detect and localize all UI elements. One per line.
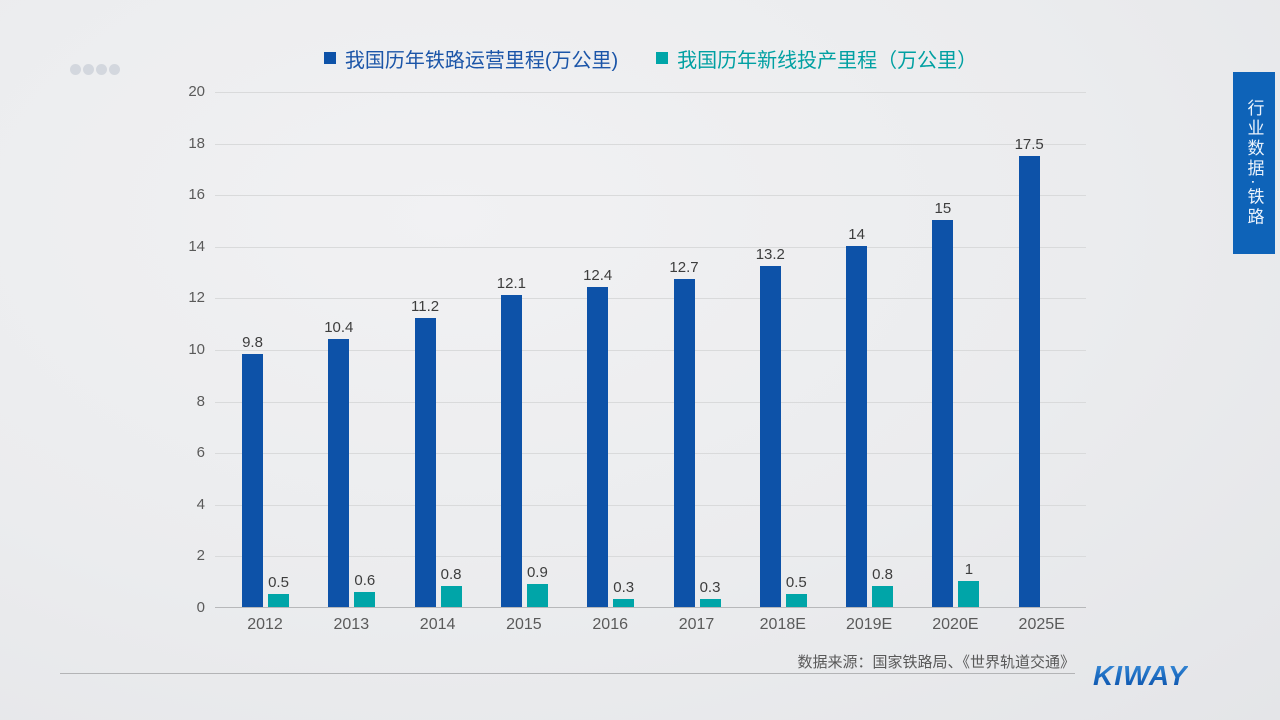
pagination-dot (96, 64, 107, 75)
x-tick-label: 2012 (247, 616, 283, 633)
x-tick-label: 2025E (1018, 616, 1065, 633)
bar-value-label: 15 (934, 200, 952, 217)
bar-operating-mileage (242, 354, 263, 607)
gridline (215, 195, 1086, 197)
y-tick-label: 16 (188, 186, 205, 204)
gridline (215, 401, 1086, 403)
bar-value-label: 0.8 (872, 566, 894, 584)
bar-new-line-mileage (785, 594, 807, 607)
bar-operating-mileage (414, 318, 436, 607)
x-tick-label: 2014 (419, 616, 456, 633)
bar-operating-mileage (846, 245, 868, 607)
bar-new-line-mileage (526, 583, 548, 607)
bar-operating-mileage (328, 338, 350, 607)
bar-operating-mileage (673, 279, 695, 607)
gridline (215, 556, 1086, 558)
pagination-dots (70, 64, 120, 75)
bar-value-label: 0.5 (268, 574, 289, 592)
legend-item-new-line-mileage: 我国历年新线投产里程（万公里） (656, 44, 977, 73)
bar-value-label: 10.4 (324, 318, 354, 336)
bar-value-label: 11.2 (411, 298, 440, 316)
legend-swatch-blue-icon (323, 52, 336, 64)
bar-value-label: 13.2 (755, 246, 785, 264)
gridline (215, 143, 1086, 145)
bar-value-label: 12.7 (669, 259, 699, 277)
gridline (215, 350, 1086, 351)
legend-swatch-teal-icon (656, 52, 669, 64)
bar-new-line-mileage (613, 599, 635, 607)
gridline (215, 298, 1086, 300)
bar-value-label: 14 (848, 225, 865, 243)
chart-legend: 我国历年铁路运营里程(万公里) 我国历年新线投产里程（万公里） (215, 44, 1086, 72)
data-source-note: 数据来源：国家铁路局、《世界轨道交通》 (797, 654, 1075, 671)
bar-value-label: 9.8 (242, 334, 263, 352)
bar-new-line-mileage (440, 586, 462, 607)
bar-value-label: 12.4 (583, 267, 613, 285)
y-tick-label: 12 (188, 289, 205, 307)
plot-area: 0 2 4 6 8 10 12 14 16 18 20 2012 9.8 0.5 2013 10.4 0.6 20… (188, 83, 1086, 633)
gridline (215, 246, 1086, 248)
x-tick-label: 2020E (932, 616, 979, 633)
legend-label-operating-mileage: 我国历年铁路运营里程(万公里) (344, 49, 619, 72)
bar-operating-mileage (587, 287, 609, 607)
bar-value-label: 0.6 (354, 571, 376, 589)
bar-value-label: 1 (964, 561, 974, 579)
x-tick-label: 2017 (678, 616, 715, 633)
footer-divider (60, 673, 1075, 674)
bar-new-line-mileage (354, 591, 376, 607)
y-tick-label: 14 (188, 237, 205, 255)
x-tick-label: 2018E (759, 616, 806, 633)
bar-value-label: 0.8 (440, 566, 462, 584)
bar-operating-mileage (500, 294, 522, 607)
side-tab-industry-data-railway: 行业数据·铁路 (1233, 72, 1275, 254)
y-tick-label: 6 (196, 444, 205, 462)
x-axis-line (215, 607, 1086, 608)
pagination-dot (83, 64, 94, 75)
bar-operating-mileage (1018, 155, 1040, 607)
x-tick-label: 2013 (333, 616, 370, 633)
y-tick-label: 8 (196, 392, 205, 410)
x-tick-label: 2016 (592, 616, 628, 633)
y-tick-label: 4 (196, 495, 205, 513)
bar-value-label: 17.5 (1014, 135, 1044, 153)
bar-operating-mileage (932, 220, 954, 607)
legend-item-operating-mileage: 我国历年铁路运营里程(万公里) (323, 44, 619, 73)
bar-operating-mileage (759, 266, 781, 607)
bar-new-line-mileage (699, 599, 721, 607)
bar-value-label: 0.3 (699, 579, 721, 597)
kiway-logo: KIWAY (1093, 660, 1188, 691)
y-tick-label: 18 (188, 134, 205, 152)
bar-value-label: 0.5 (785, 574, 807, 592)
bar-new-line-mileage (268, 594, 289, 607)
y-tick-label: 0 (196, 599, 205, 616)
y-tick-label: 20 (188, 83, 205, 100)
x-tick-label: 2019E (845, 616, 893, 633)
bar-new-line-mileage (958, 581, 980, 607)
gridline (215, 453, 1086, 455)
bar-value-label: 0.3 (613, 579, 635, 597)
gridline (215, 92, 1086, 93)
pagination-dot (109, 64, 120, 75)
legend-label-new-line-mileage: 我国历年新线投产里程（万公里） (677, 49, 978, 72)
y-tick-label: 10 (188, 341, 205, 358)
gridline (215, 504, 1086, 506)
pagination-dot (70, 64, 81, 75)
bar-new-line-mileage (872, 586, 894, 607)
y-tick-label: 2 (196, 547, 205, 565)
x-tick-label: 2015 (506, 616, 542, 633)
bar-value-label: 12.1 (496, 274, 526, 292)
bar-value-label: 0.9 (526, 563, 548, 581)
